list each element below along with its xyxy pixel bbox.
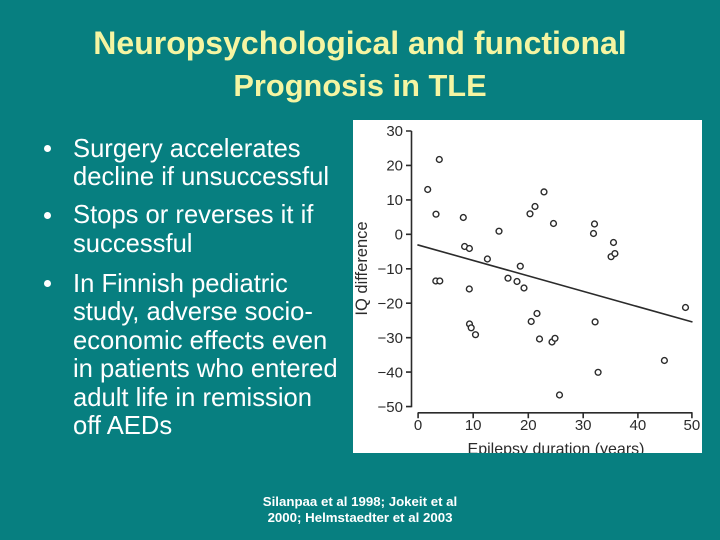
svg-text:40: 40 bbox=[630, 417, 647, 434]
svg-text:10: 10 bbox=[386, 192, 403, 209]
svg-text:IQ difference: IQ difference bbox=[353, 221, 371, 315]
svg-text:50: 50 bbox=[684, 417, 701, 434]
svg-text:0: 0 bbox=[414, 417, 422, 434]
svg-text:−30: −30 bbox=[378, 329, 403, 346]
svg-text:0: 0 bbox=[395, 226, 403, 243]
svg-text:−10: −10 bbox=[378, 261, 403, 278]
svg-text:Epilepsy duration (years): Epilepsy duration (years) bbox=[468, 441, 645, 453]
svg-text:10: 10 bbox=[465, 417, 482, 434]
svg-text:30: 30 bbox=[575, 417, 592, 434]
svg-text:20: 20 bbox=[520, 417, 537, 434]
svg-text:−40: −40 bbox=[378, 364, 403, 381]
svg-text:20: 20 bbox=[386, 157, 403, 174]
svg-text:−20: −20 bbox=[378, 295, 403, 312]
svg-text:30: 30 bbox=[386, 123, 403, 140]
svg-text:−50: −50 bbox=[378, 398, 403, 415]
